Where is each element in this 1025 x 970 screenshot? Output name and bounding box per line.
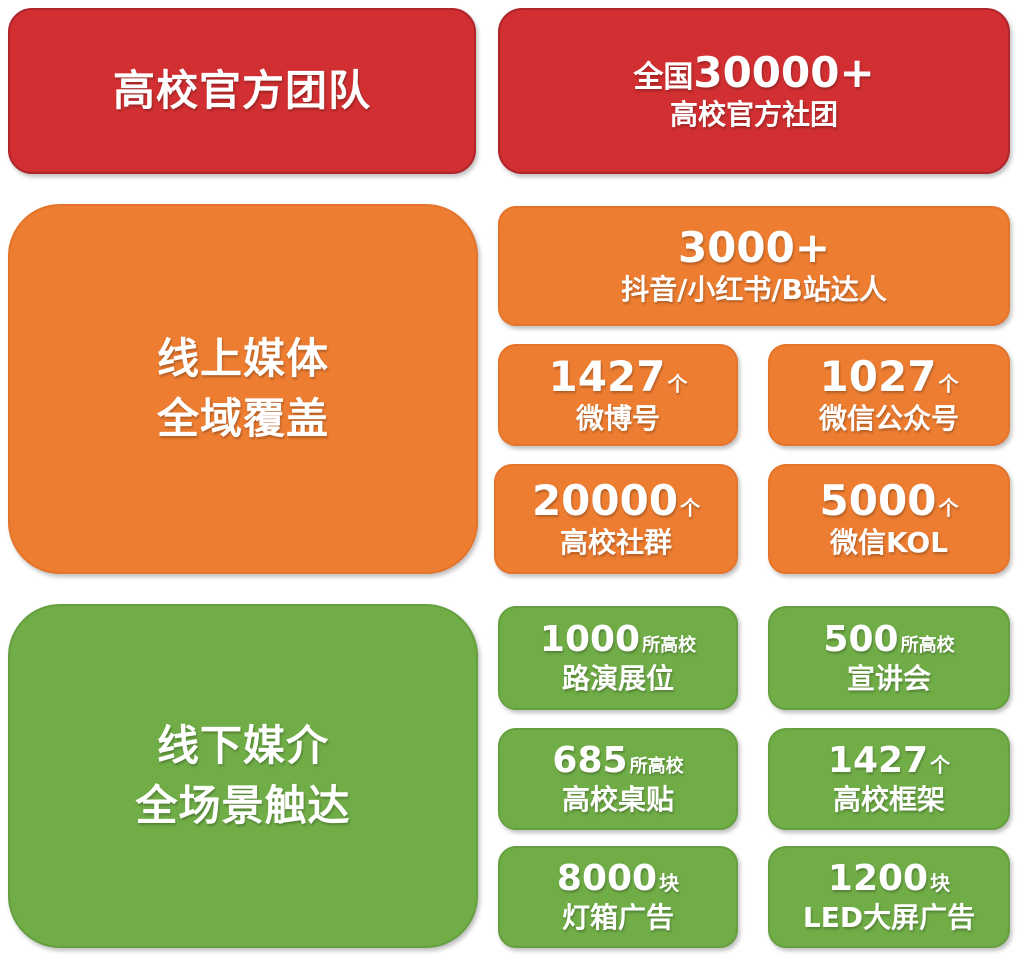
offline-stat-number: 500 [823,619,899,660]
online-stat-unit: 个 [667,372,688,396]
online-stat-number: 1027 [819,352,937,401]
offline-title-line1: 线下媒介 [156,721,329,770]
offline-title-box: 线下媒介 全场景触达 [8,604,478,948]
online-influencers-box: 3000+ 抖音/小红书/B站达人 [498,206,1010,326]
offline-stat-number-line: 1427 个 [828,740,950,782]
offline-stat-unit: 块 [930,871,951,895]
online-stat-number-line: 1027 个 [820,353,959,401]
offline-stat-number: 685 [552,740,628,781]
offline-stat-number-line: 1000 所高校 [540,619,696,661]
offline-stat-number: 1427 [827,740,929,781]
offline-stat-label: 高校桌贴 [561,783,674,816]
offline-stat-number-line: 500 所高校 [823,619,954,661]
offline-stat-number-line: 1200 块 [828,858,950,900]
offline-stat-number-line: 685 所高校 [552,740,683,782]
online-stat-number: 5000 [819,476,937,525]
online-stat-number-line: 1427 个 [549,353,688,401]
offline-stat-box: 1427 个 高校框架 [768,728,1010,830]
offline-stat-label: 路演展位 [561,662,674,695]
offline-stat-box: 1200 块 LED大屏广告 [768,846,1010,948]
offline-stat-number: 1200 [827,858,929,899]
offline-stat-box: 685 所高校 高校桌贴 [498,728,738,830]
offline-stat-label: 灯箱广告 [561,901,674,934]
team-stat-box: 全国 30000+ 高校官方社团 [498,8,1010,174]
online-stat-unit: 个 [938,372,959,396]
offline-stat-box: 500 所高校 宣讲会 [768,606,1010,710]
online-stat-unit: 个 [680,496,701,520]
offline-stat-unit: 个 [930,753,951,777]
online-title-line1: 线上媒体 [156,334,329,383]
team-stat-number: 30000+ [693,48,875,97]
online-stat-box: 1027 个 微信公众号 [768,344,1010,446]
online-stat-label: 高校社群 [559,526,672,559]
offline-stat-box: 1000 所高校 路演展位 [498,606,738,710]
offline-stat-unit: 所高校 [629,756,684,777]
online-stat-label: 微信公众号 [818,402,959,435]
team-stat-label: 高校官方社团 [669,98,838,131]
online-influencers-number-line: 3000+ [678,224,830,272]
offline-stat-box: 8000 块 灯箱广告 [498,846,738,948]
offline-title-line2: 全场景触达 [135,781,351,830]
team-stat-number-line: 全国 30000+ [633,49,874,97]
team-stat-prefix: 全国 [633,60,694,95]
online-stat-box: 1427 个 微博号 [498,344,738,446]
online-stat-label: 微信KOL [829,526,949,559]
online-stat-label: 微博号 [575,402,660,435]
offline-stat-label: LED大屏广告 [802,901,976,934]
offline-stat-label: 宣讲会 [846,662,931,695]
online-stat-number: 20000 [531,476,679,525]
offline-stat-number-line: 8000 块 [557,858,679,900]
online-influencers-label: 抖音/小红书/B站达人 [621,273,887,306]
online-stat-box: 5000 个 微信KOL [768,464,1010,574]
offline-stat-label: 高校框架 [832,783,945,816]
online-stat-number: 1427 [548,352,666,401]
offline-stat-number: 1000 [539,619,641,660]
online-stat-box: 20000 个 高校社群 [494,464,738,574]
online-title-line2: 全域覆盖 [156,394,329,443]
online-stat-number-line: 5000 个 [820,477,959,525]
offline-stat-unit: 块 [659,871,680,895]
online-stat-unit: 个 [938,496,959,520]
offline-stat-number: 8000 [556,858,658,899]
offline-stat-unit: 所高校 [642,635,697,656]
online-stat-number-line: 20000 个 [532,477,700,525]
online-influencers-number: 3000+ [677,223,831,272]
online-title-box: 线上媒体 全域覆盖 [8,204,478,574]
offline-stat-unit: 所高校 [900,635,955,656]
team-title-box: 高校官方团队 [8,8,476,174]
team-title: 高校官方团队 [112,66,371,115]
